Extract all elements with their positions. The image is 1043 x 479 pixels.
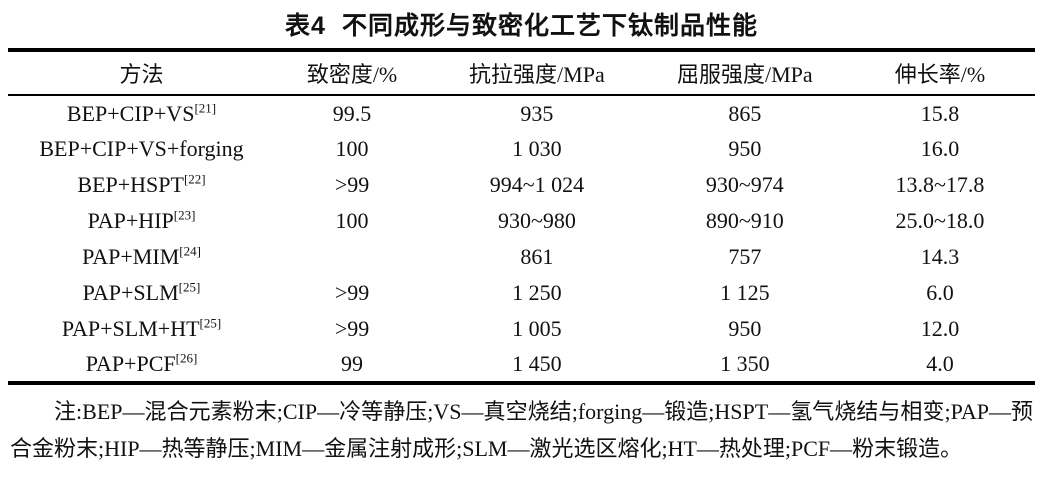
- col-header-yield: 屈服强度/MPa: [677, 62, 813, 87]
- reference-superscript: [22]: [183, 171, 206, 187]
- reference-superscript: [25]: [178, 279, 201, 295]
- table-footnote: 注:BEP—混合元素粉末;CIP—冷等静压;VS—真空烧结;forging—锻造…: [10, 399, 1033, 461]
- table-row: BEP+HSPT[22] >99 994~1 024 930~974 13.8~17.8: [8, 167, 1035, 203]
- yield-strength-cell: 930~974: [705, 172, 784, 197]
- table-title: 表4 不同成形与致密化工艺下钛制品性能: [0, 8, 1043, 48]
- reference-superscript: [26]: [175, 350, 198, 366]
- density-cell: 99.5: [332, 100, 372, 126]
- table-row: PAP+SLM+HT[25] >99 1 005 950 12.0: [8, 311, 1035, 347]
- tensile-strength-cell: 994~1 024: [489, 172, 585, 197]
- table-row: PAP+PCF[26] 99 1 450 1 350 4.0: [8, 347, 1035, 383]
- tensile-strength-cell: 1 450: [512, 351, 562, 376]
- col-header-density: 致密度/%: [306, 62, 398, 87]
- elongation-cell: 6.0: [926, 280, 954, 305]
- method-cell: PAP+SLM[25]: [82, 279, 201, 305]
- table-row: BEP+CIP+VS+forging 100 1 030 950 16.0: [8, 131, 1035, 167]
- tensile-strength-cell: 1 030: [512, 136, 562, 161]
- tensile-strength-cell: 930~980: [497, 208, 576, 233]
- yield-strength-cell: 950: [728, 316, 762, 341]
- method-cell: PAP+MIM[24]: [82, 243, 201, 269]
- table-row: PAP+HIP[23] 100 930~980 890~910 25.0~18.0: [8, 203, 1035, 239]
- reference-superscript: [25]: [199, 315, 222, 331]
- elongation-cell: 25.0~18.0: [895, 208, 985, 233]
- table-caption: 不同成形与致密化工艺下钛制品性能: [341, 12, 758, 40]
- density-cell: 99: [341, 351, 364, 376]
- elongation-cell: 16.0: [920, 136, 960, 161]
- reference-superscript: [24]: [179, 243, 201, 259]
- yield-strength-cell: 1 350: [720, 351, 770, 376]
- tensile-strength-cell: 1 005: [512, 316, 562, 341]
- yield-strength-cell: 950: [728, 136, 762, 161]
- density-cell: [275, 239, 429, 275]
- yield-strength-cell: 1 125: [720, 280, 770, 305]
- density-cell: 100: [335, 136, 369, 161]
- method-cell: PAP+HIP[23]: [87, 207, 196, 233]
- header-row: 方法 致密度/% 抗拉强度/MPa 屈服强度/MPa 伸长率/%: [8, 50, 1035, 95]
- yield-strength-cell: 865: [728, 100, 762, 126]
- col-header-elongation: 伸长率/%: [894, 62, 986, 87]
- yield-strength-cell: 890~910: [705, 208, 784, 233]
- performance-table: 方法 致密度/% 抗拉强度/MPa 屈服强度/MPa 伸长率/% BEP+CIP…: [8, 48, 1035, 385]
- method-cell: BEP+CIP+VS[21]: [66, 100, 217, 126]
- elongation-cell: 4.0: [926, 351, 954, 376]
- density-cell: >99: [334, 316, 370, 341]
- table-row: BEP+CIP+VS[21] 99.5 935 865 15.8: [8, 95, 1035, 131]
- method-cell: PAP+PCF[26]: [85, 350, 198, 376]
- method-cell: BEP+HSPT[22]: [77, 171, 206, 197]
- density-cell: 100: [335, 208, 369, 233]
- elongation-cell: 15.8: [920, 100, 960, 126]
- reference-superscript: [23]: [173, 207, 196, 223]
- tensile-strength-cell: 935: [520, 100, 554, 126]
- method-cell: PAP+SLM+HT[25]: [61, 315, 222, 341]
- table-row: PAP+SLM[25] >99 1 250 1 125 6.0: [8, 275, 1035, 311]
- col-header-method: 方法: [119, 62, 164, 87]
- col-header-tensile: 抗拉强度/MPa: [469, 62, 605, 87]
- reference-superscript: [21]: [194, 100, 217, 116]
- elongation-cell: 12.0: [920, 316, 960, 341]
- tensile-strength-cell: 861: [520, 244, 554, 269]
- tensile-strength-cell: 1 250: [512, 280, 562, 305]
- elongation-cell: 14.3: [920, 244, 960, 269]
- table-number: 表4: [285, 12, 326, 40]
- density-cell: >99: [334, 280, 370, 305]
- density-cell: >99: [334, 172, 370, 197]
- elongation-cell: 13.8~17.8: [895, 172, 985, 197]
- method-cell: BEP+CIP+VS+forging: [39, 136, 244, 161]
- yield-strength-cell: 757: [728, 244, 762, 269]
- table-row: PAP+MIM[24] 861 757 14.3: [8, 239, 1035, 275]
